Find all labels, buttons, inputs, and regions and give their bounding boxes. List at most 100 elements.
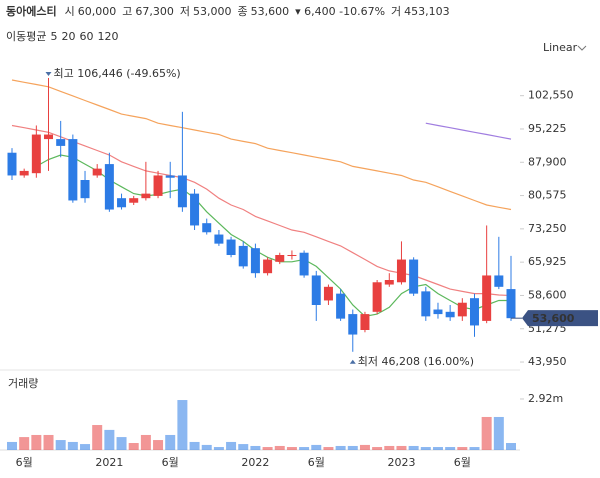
x-tick-label: 2023 [387, 456, 415, 469]
candle-body [165, 175, 175, 178]
candle-body [19, 170, 29, 176]
volume-bar [432, 447, 443, 450]
y-tick-label: 73,250 [528, 222, 567, 235]
volume-bar [359, 444, 370, 450]
candle-body [360, 314, 370, 330]
candle-body [275, 255, 285, 262]
candle-body [214, 234, 224, 244]
high-note: 최고 106,446 (-49.65%) [54, 67, 181, 80]
volume-bar [445, 447, 456, 450]
volume-bar [31, 434, 42, 450]
candle-body [56, 139, 66, 146]
volume-bar [506, 443, 516, 450]
volume-bar [226, 441, 237, 450]
candle-body [238, 245, 248, 267]
quote-value: 60,000 [78, 5, 117, 18]
candle-body [177, 175, 187, 208]
volume-bar [481, 416, 492, 450]
ma-line [36, 154, 511, 318]
quote-value: 53,000 [193, 5, 232, 18]
candle-body [323, 286, 333, 301]
legend-item: 5 [50, 30, 57, 43]
volume-label: 거래량 [8, 377, 38, 390]
candle-body [104, 164, 114, 210]
volume-bar [153, 440, 164, 450]
volume-bar [469, 447, 480, 450]
volume-bar [213, 447, 224, 450]
low-marker [349, 359, 356, 364]
volume-bar [396, 445, 407, 450]
header: 동아에스티 시 60,000 고 67,300 저 53,000 종 53,600 ▾ 6,400… [6, 4, 450, 18]
volume-bar [384, 445, 395, 450]
volume-bar [347, 445, 358, 450]
candle-body [409, 259, 419, 294]
volume-bar [55, 440, 66, 450]
candle-body [190, 193, 200, 226]
quote-label: 종 [237, 5, 247, 18]
volume-bar [457, 447, 468, 450]
candle-body [506, 289, 516, 319]
candle-body [433, 309, 443, 315]
volume-bar [140, 434, 151, 450]
candle-body [469, 298, 479, 326]
candle-body [250, 248, 260, 274]
candle-body [311, 275, 321, 305]
stock-name: 동아에스티 [6, 4, 57, 18]
quote-label: 저 [180, 5, 190, 18]
volume-bar [286, 447, 297, 450]
volume-bar [420, 447, 431, 450]
volume-bar [165, 434, 176, 450]
ma-line [425, 122, 512, 140]
candle-body [117, 198, 127, 208]
volume-bar [323, 447, 334, 450]
legend-item: 120 [97, 30, 118, 43]
scale-label[interactable]: Linear [543, 41, 578, 54]
volume-bar [19, 437, 30, 450]
volume-bar [299, 447, 310, 450]
candle-body [153, 175, 163, 196]
candle-body [421, 291, 431, 317]
quote-value: 53,600 [251, 5, 290, 18]
volume-bar [80, 444, 91, 450]
candle-body [299, 252, 309, 276]
candle-body [31, 134, 41, 174]
volume-tick-label: 2.92m [528, 392, 563, 405]
volume-bar [335, 445, 346, 450]
quote-value: 453,103 [404, 5, 450, 18]
volume-bar [177, 400, 188, 450]
volume-bar [250, 445, 261, 450]
y-tick-label: 65,925 [528, 255, 567, 268]
volume-bar [262, 447, 273, 450]
volume-bar [372, 447, 383, 450]
volume-bar [238, 444, 249, 450]
change: ▾ 6,400 -10.67% [295, 5, 385, 18]
y-tick-label: 102,550 [528, 89, 574, 102]
candle-body [482, 275, 492, 321]
candle-body [202, 223, 212, 233]
volume-bar [201, 444, 212, 450]
candle-body [372, 282, 382, 312]
candle-body [445, 311, 455, 318]
y-tick-label: 95,225 [528, 122, 567, 135]
volume-bar [116, 437, 127, 450]
volume-bar [7, 441, 17, 450]
quote-value: 67,300 [135, 5, 174, 18]
high-marker [45, 71, 52, 76]
quote-label: 거 [391, 5, 401, 18]
candle-body [494, 275, 504, 287]
volume-bar [104, 429, 115, 450]
x-tick-label: 6월 [454, 456, 471, 469]
candle-body [68, 139, 78, 201]
quote-label: 시 [65, 5, 75, 18]
legend-label: 이동평균 [6, 30, 46, 43]
candle-body [92, 168, 102, 176]
candle-body [141, 193, 151, 199]
volume-bar [493, 416, 504, 450]
volume-bar [311, 444, 322, 450]
legend-item: 20 [61, 30, 75, 43]
candle-body [226, 239, 236, 255]
scale-caret[interactable] [577, 45, 587, 51]
last-price-badge [522, 310, 598, 327]
